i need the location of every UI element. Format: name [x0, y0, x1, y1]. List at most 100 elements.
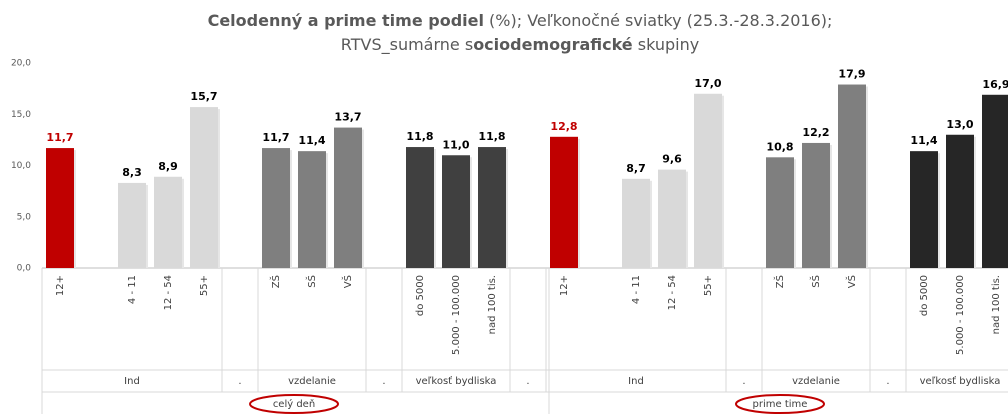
bar — [694, 93, 722, 268]
bar-shadow — [182, 178, 184, 268]
bar-shadow — [578, 138, 580, 268]
y-tick-label: 0,0 — [17, 264, 32, 274]
x-tick-label: nad 100 tis. — [487, 275, 498, 334]
value-label: 11,8 — [406, 130, 433, 143]
bar-shadow — [830, 144, 832, 268]
bar-shadow — [650, 180, 652, 268]
group-label: . — [526, 376, 529, 387]
bar — [658, 169, 686, 268]
bar-shadow — [470, 157, 472, 268]
x-tick-label: VŠ — [845, 275, 858, 288]
bar — [334, 127, 362, 268]
group-label: . — [886, 376, 889, 387]
x-tick-label: SŠ — [809, 275, 822, 288]
group-label: veľkosť bydliska — [920, 375, 1001, 387]
bar — [622, 178, 650, 268]
x-tick-label: 55+ — [703, 275, 714, 296]
bar-shadow — [686, 171, 688, 268]
bar — [766, 157, 794, 268]
bar — [118, 182, 146, 268]
value-label: 11,0 — [442, 138, 469, 151]
bar-shadow — [974, 136, 976, 268]
bar-shadow — [290, 150, 292, 268]
value-label: 11,7 — [46, 131, 73, 144]
group-label: Ind — [124, 376, 140, 387]
value-label: 17,0 — [694, 77, 721, 90]
highlight-ellipse — [249, 394, 339, 414]
bar-shadow — [794, 159, 796, 268]
x-tick-label: nad 100 tis. — [991, 275, 1002, 334]
x-tick-label: 12 - 54 — [667, 275, 678, 310]
x-tick-label: 12+ — [559, 275, 570, 296]
bar — [946, 134, 974, 268]
value-label: 10,8 — [766, 140, 793, 153]
value-label: 12,2 — [802, 126, 829, 139]
bar — [46, 148, 74, 268]
bar-shadow — [326, 153, 328, 268]
x-tick-label: SŠ — [305, 275, 318, 288]
value-label: 12,8 — [550, 120, 577, 133]
title-part: RTVS_sumárne s — [341, 35, 473, 55]
title-part: ociodemografické — [473, 35, 633, 54]
value-label: 8,3 — [122, 166, 142, 179]
chart-title-line-2: RTVS_sumárne sociodemografické skupiny — [341, 35, 699, 55]
bar — [550, 136, 578, 268]
bar-shadow — [506, 149, 508, 268]
value-label: 9,6 — [662, 153, 682, 166]
x-tick-label: 5.000 - 100.000 — [451, 275, 462, 355]
bar-shadow — [434, 149, 436, 268]
title-part: Celodenný a prime time podiel — [208, 11, 484, 30]
y-tick-label: 20,0 — [11, 59, 31, 69]
value-label: 13,0 — [946, 118, 973, 131]
bar-shadow — [146, 184, 148, 268]
value-label: 11,4 — [910, 134, 937, 147]
highlight-ellipse — [735, 394, 825, 414]
value-label: 13,7 — [334, 111, 361, 124]
bar — [838, 84, 866, 269]
y-tick-label: 10,0 — [11, 161, 31, 171]
value-label: 11,7 — [262, 131, 289, 144]
bar — [802, 142, 830, 268]
bar-shadow — [362, 129, 364, 268]
value-label: 8,7 — [626, 162, 646, 175]
x-tick-label: do 5000 — [919, 275, 930, 316]
x-tick-label: ZŠ — [773, 275, 786, 288]
bar — [406, 147, 434, 268]
group-label: . — [382, 376, 385, 387]
group-label: veľkosť bydliska — [416, 375, 497, 387]
group-label: . — [238, 376, 241, 387]
x-tick-label: 12 - 54 — [163, 275, 174, 310]
bar — [190, 107, 218, 268]
bar-shadow — [866, 86, 868, 269]
x-tick-label: ZŠ — [269, 275, 282, 288]
bar — [298, 151, 326, 268]
value-label: 11,4 — [298, 134, 325, 147]
x-tick-label: 5.000 - 100.000 — [955, 275, 966, 355]
bar — [262, 148, 290, 268]
y-tick-label: 5,0 — [17, 212, 32, 222]
x-tick-label: 4 - 11 — [631, 275, 642, 304]
bar-shadow — [74, 150, 76, 268]
x-tick-label: do 5000 — [415, 275, 426, 316]
bar — [442, 155, 470, 268]
bar-shadow — [938, 153, 940, 268]
value-label: 15,7 — [190, 90, 217, 103]
bar — [982, 94, 1008, 269]
supergroup-label: celý deň — [273, 398, 315, 410]
value-label: 8,9 — [158, 160, 178, 173]
bar-shadow — [218, 109, 220, 268]
supergroup-label: prime time — [753, 399, 808, 410]
title-part: skupiny — [633, 35, 700, 54]
group-label: . — [742, 376, 745, 387]
value-label: 11,8 — [478, 130, 505, 143]
x-tick-label: 4 - 11 — [127, 275, 138, 304]
bar — [154, 176, 182, 268]
y-tick-label: 15,0 — [11, 110, 31, 120]
group-label: vzdelanie — [288, 376, 336, 387]
bar-shadow — [722, 95, 724, 268]
title-part: (%); Veľkonočné sviatky (25.3.-28.3.2016… — [484, 11, 832, 30]
bar — [910, 151, 938, 268]
bar — [478, 147, 506, 268]
group-label: Ind — [628, 376, 644, 387]
